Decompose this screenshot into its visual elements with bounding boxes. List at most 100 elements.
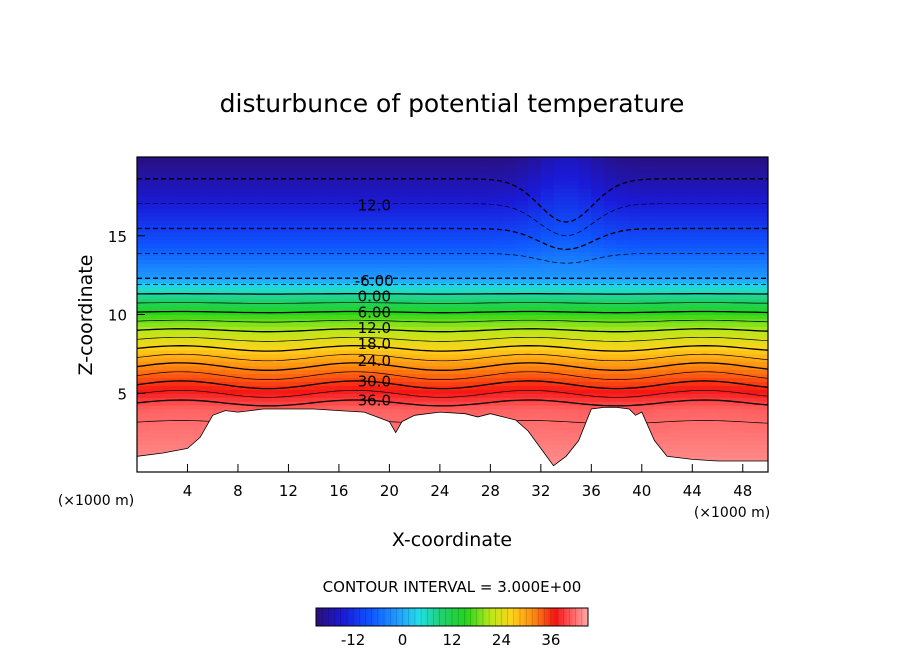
field-cell [452, 322, 466, 327]
field-cell [402, 290, 416, 296]
field-cell [629, 326, 643, 331]
field-cell [338, 318, 353, 323]
field-cell [376, 263, 390, 268]
field-cell [679, 365, 693, 371]
field-cell [389, 239, 403, 245]
field-cell [288, 318, 302, 323]
field-cell [717, 342, 731, 347]
field-cell [225, 381, 239, 386]
field-cell [174, 164, 189, 170]
field-cell [755, 263, 768, 268]
field-cell [515, 227, 529, 233]
field-cell [452, 373, 466, 379]
field-cell [730, 208, 744, 213]
field-cell [528, 342, 542, 347]
field-cell [553, 322, 567, 327]
field-cell [603, 200, 618, 205]
field-cell [326, 346, 340, 351]
field-cell [137, 389, 151, 394]
field-cell [149, 235, 163, 241]
field-cell [692, 401, 706, 406]
field-cell [578, 243, 592, 249]
field-cell [301, 168, 315, 174]
field-cell [301, 405, 315, 410]
contour-line [137, 302, 768, 304]
field-cell [137, 361, 151, 367]
field-cell [338, 220, 353, 225]
field-cell [351, 298, 365, 304]
field-cell [376, 247, 390, 253]
field-cell [578, 294, 592, 300]
field-cell [528, 188, 542, 194]
field-cell [502, 397, 517, 402]
field-cell [275, 267, 290, 272]
field-cell [616, 164, 630, 170]
field-cell [730, 283, 744, 288]
field-cell [603, 212, 618, 217]
field-cell [225, 385, 239, 390]
field-cell [679, 338, 693, 343]
field-cell [553, 200, 567, 205]
field-cell [427, 180, 441, 186]
field-cell [402, 397, 416, 402]
field-cell [490, 192, 504, 197]
field-cell [439, 397, 454, 402]
field-cell [515, 255, 529, 260]
field-cell [730, 204, 744, 209]
field-cell [641, 290, 656, 296]
field-cell [528, 164, 542, 170]
field-cell [553, 405, 567, 410]
field-cell [288, 306, 302, 312]
field-cell [452, 286, 466, 292]
field-cell [692, 239, 706, 245]
field-cell [364, 353, 378, 359]
field-cell [288, 346, 302, 351]
field-cell [212, 283, 226, 288]
field-cell [641, 385, 656, 390]
field-cell [364, 216, 378, 221]
field-cell [591, 330, 605, 335]
field-cell [452, 353, 466, 359]
field-cell [730, 263, 744, 268]
field-cell [566, 176, 580, 182]
field-cell [540, 373, 555, 379]
field-cell [452, 220, 466, 225]
field-cell [616, 346, 630, 351]
field-cell [439, 290, 454, 296]
field-cell [225, 302, 239, 308]
field-cell [364, 385, 378, 390]
field-cell [162, 349, 176, 355]
field-cell [654, 208, 668, 213]
field-cell [149, 420, 163, 426]
field-cell [566, 405, 580, 410]
field-cell [717, 275, 731, 280]
field-cell [603, 255, 618, 260]
field-cell [149, 164, 163, 170]
field-cell [730, 346, 744, 351]
field-cell [402, 251, 416, 257]
field-cell [414, 302, 428, 308]
field-cell [591, 212, 605, 217]
field-cell [237, 397, 252, 402]
field-cell [313, 168, 327, 174]
field-cell [553, 436, 567, 442]
field-cell [200, 377, 214, 383]
field-cell [477, 318, 491, 323]
field-cell [212, 314, 226, 320]
field-cell [427, 251, 441, 257]
field-cell [704, 251, 719, 257]
field-cell [402, 342, 416, 347]
field-cell [629, 334, 643, 339]
field-cell [200, 314, 214, 320]
field-cell [376, 369, 390, 375]
field-cell [654, 385, 668, 390]
field-cell [578, 279, 592, 284]
field-cell [578, 247, 592, 253]
field-cell [212, 334, 226, 339]
field-cell [717, 346, 731, 351]
field-cell [502, 200, 517, 205]
field-cell [629, 231, 643, 237]
x-tick-label: 44 [683, 482, 702, 500]
field-cell [389, 255, 403, 260]
